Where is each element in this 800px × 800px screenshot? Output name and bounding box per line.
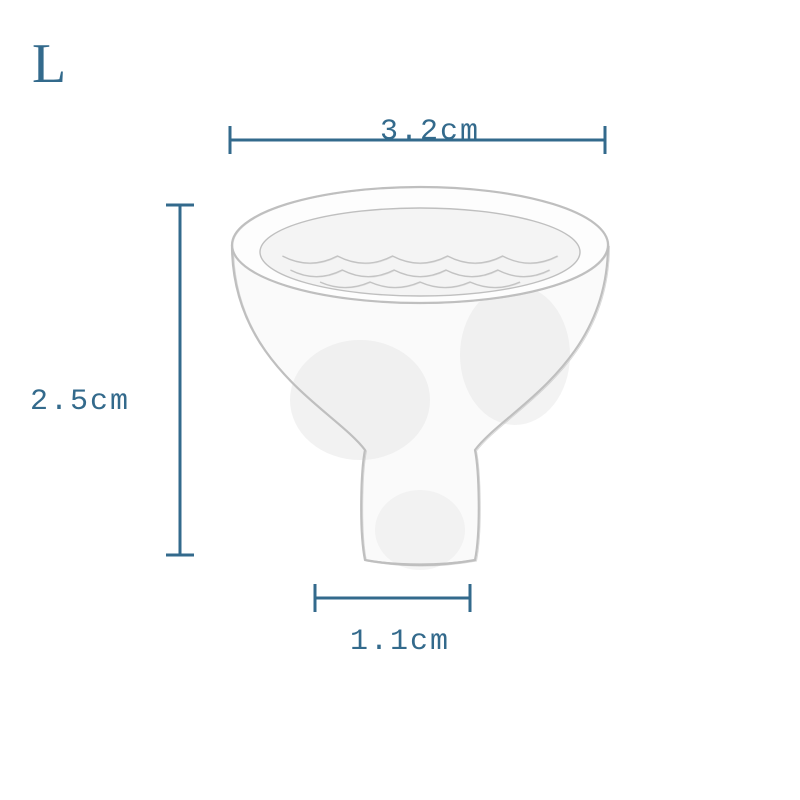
knob-sketch bbox=[232, 187, 610, 570]
dim-width-bottom-label: 1.1cm bbox=[350, 625, 450, 659]
dim-width-top-label: 3.2cm bbox=[380, 115, 480, 149]
dim-height-side-label: 2.5cm bbox=[30, 385, 130, 419]
size-letter: L bbox=[32, 32, 66, 96]
dim-bar-height-side bbox=[166, 205, 194, 555]
dim-bar-width-bottom bbox=[315, 584, 470, 612]
